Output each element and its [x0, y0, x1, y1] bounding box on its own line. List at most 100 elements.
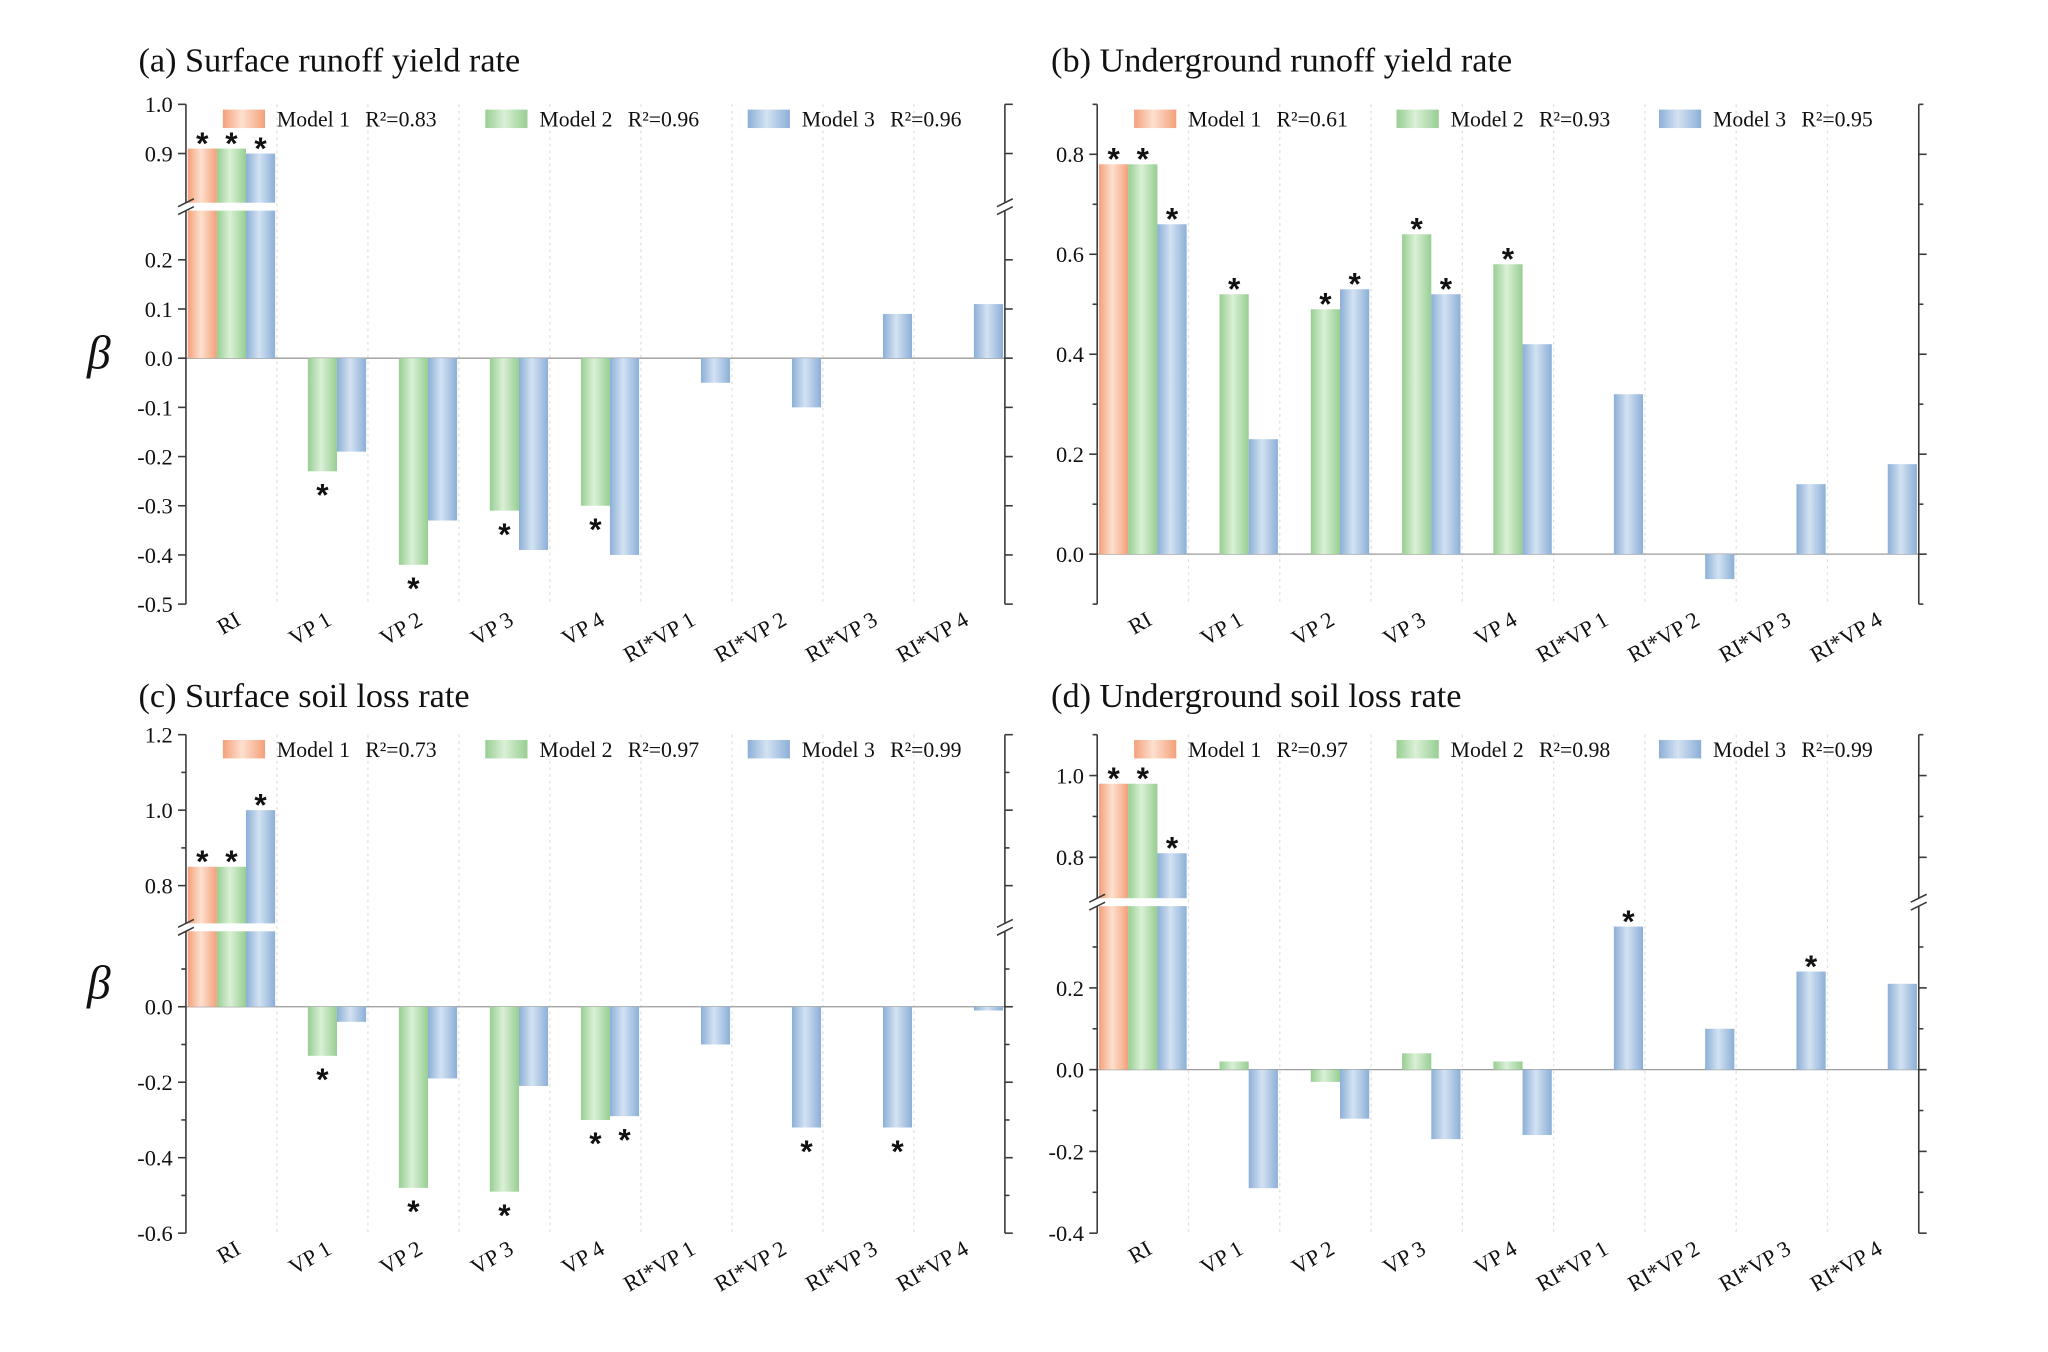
- x-tick-label: VP 3: [466, 1236, 517, 1280]
- bar-a-model-2-vp-3: [489, 358, 519, 511]
- significance-star: *: [1502, 241, 1515, 277]
- legend-label: Model 2: [1451, 738, 1524, 762]
- bar-b-model-3-ri-vp-4: [1887, 464, 1917, 555]
- bar-d-model-2-vp-2: [1310, 1069, 1341, 1082]
- legend-label: Model 1: [277, 738, 350, 762]
- bar-b-model-3-vp-2: [1340, 289, 1370, 555]
- bar-segment: [1613, 926, 1644, 1070]
- y-tick-label: -0.2: [1049, 1139, 1084, 1164]
- significance-star: *: [589, 1125, 602, 1161]
- x-tick-label: VP 1: [1196, 1236, 1247, 1280]
- panel-title: (b) Underground runoff yield rate: [1051, 41, 1512, 79]
- y-tick-label: 0.9: [145, 141, 173, 166]
- axis-break-mark: [1088, 893, 1106, 903]
- bar-segment: [1493, 264, 1523, 555]
- x-tick-label: RI: [213, 607, 245, 640]
- significance-star: *: [1805, 948, 1818, 984]
- bar-segment: [1310, 309, 1341, 555]
- bar-segment: [518, 1006, 549, 1086]
- significance-star: *: [225, 125, 238, 161]
- y-tick-label: -0.3: [137, 494, 172, 519]
- bar-d-model-3-vp-4: [1522, 1069, 1552, 1136]
- bar-d-model-3-ri: [1157, 853, 1187, 1070]
- bar-b-model-3-ri-vp-3: [1796, 484, 1826, 555]
- x-tick-label: RI*VP 1: [619, 607, 699, 668]
- legend-swatch: [1396, 739, 1439, 759]
- legend-r2: R²=0.95: [1801, 108, 1872, 132]
- x-tick-label: VP 1: [284, 1236, 335, 1280]
- y-tick-label: -0.4: [137, 543, 172, 568]
- legend-label: Model 3: [1713, 738, 1786, 762]
- bar-segment: [216, 931, 246, 1007]
- bar-segment: [1310, 1069, 1341, 1082]
- bar-segment: [1157, 224, 1187, 555]
- bar-a-model-3-ri-vp-4: [973, 304, 1004, 359]
- bar-segment: [1493, 1061, 1523, 1070]
- y-tick-label: 1.0: [145, 92, 173, 117]
- legend-swatch: [1134, 109, 1177, 129]
- axis-break-mark: [996, 926, 1014, 936]
- bar-c-model-2-vp-2: [398, 1006, 428, 1188]
- y-tick-label: 0.2: [145, 248, 173, 273]
- y-tick-label: -0.1: [137, 395, 172, 420]
- bar-segment: [1128, 906, 1158, 1070]
- bar-segment: [973, 1006, 1004, 1011]
- bar-segment: [882, 1006, 913, 1128]
- bar-segment: [1157, 853, 1187, 899]
- bar-d-model-1-ri: [1099, 783, 1129, 1070]
- legend-r2: R²=0.97: [628, 738, 699, 762]
- legend-r2: R²=0.99: [1801, 738, 1872, 762]
- x-tick-label: RI*VP 4: [892, 607, 972, 668]
- bar-segment: [1128, 164, 1158, 555]
- bar-a-model-3-vp-4: [609, 358, 640, 555]
- bar-a-model-3-vp-2: [427, 358, 458, 521]
- bar-c-model-3-ri-vp-2: [791, 1006, 822, 1128]
- x-tick-label: VP 4: [557, 1236, 608, 1280]
- y-tick-label: -0.4: [137, 1146, 172, 1171]
- bar-segment: [1887, 983, 1917, 1070]
- bar-segment: [216, 210, 246, 359]
- significance-star: *: [1166, 201, 1179, 237]
- bar-d-model-3-ri-vp-4: [1887, 983, 1917, 1070]
- x-tick-label: RI*VP 1: [619, 1236, 699, 1297]
- significance-star: *: [589, 511, 602, 547]
- bar-c-model-3-vp-1: [336, 1006, 367, 1022]
- axis-break-mark: [1088, 901, 1106, 911]
- bar-segment: [1522, 1069, 1552, 1136]
- legend-swatch: [485, 109, 528, 129]
- bar-segment: [580, 358, 610, 506]
- axis-break-mark: [1910, 901, 1928, 911]
- panel-title: (d) Underground soil loss rate: [1051, 677, 1462, 715]
- bar-segment: [489, 358, 519, 511]
- significance-star: *: [1411, 211, 1424, 247]
- legend-r2: R²=0.73: [365, 738, 436, 762]
- bar-segment: [882, 313, 913, 359]
- bar-segment: [1431, 1069, 1461, 1140]
- legend-r2: R²=0.96: [628, 108, 699, 132]
- y-tick-label: 0.0: [1056, 1058, 1084, 1083]
- bar-a-model-3-vp-1: [336, 358, 367, 452]
- legend-r2: R²=0.99: [890, 738, 961, 762]
- axis-break-mark: [996, 205, 1014, 216]
- bar-c-model-3-ri-vp-3: [882, 1006, 913, 1128]
- axis-break-mark: [177, 205, 195, 216]
- bar-d-model-3-ri-vp-2: [1705, 1028, 1735, 1070]
- bar-segment: [1248, 1069, 1278, 1189]
- bar-segment: [1128, 783, 1158, 899]
- y-tick-label: -0.2: [137, 1070, 172, 1095]
- bar-segment: [187, 210, 217, 359]
- legend-r2: R²=0.97: [1277, 738, 1348, 762]
- legend-r2: R²=0.83: [365, 108, 436, 132]
- bar-segment: [1402, 234, 1432, 555]
- bar-c-model-3-vp-2: [427, 1006, 458, 1079]
- bar-segment: [245, 810, 276, 924]
- x-tick-label: RI*VP 3: [1715, 1236, 1795, 1297]
- legend-swatch: [222, 109, 266, 129]
- panel-a: (a) Surface runoff yield rate β * * * * * * * 1.0…: [86, 41, 1014, 668]
- bar-segment: [245, 931, 276, 1007]
- y-tick-label: -0.4: [1049, 1221, 1084, 1246]
- panel-title: (a) Surface runoff yield rate: [138, 41, 520, 79]
- bar-b-model-2-vp-1: [1219, 294, 1249, 555]
- y-tick-label: 1.2: [145, 723, 173, 748]
